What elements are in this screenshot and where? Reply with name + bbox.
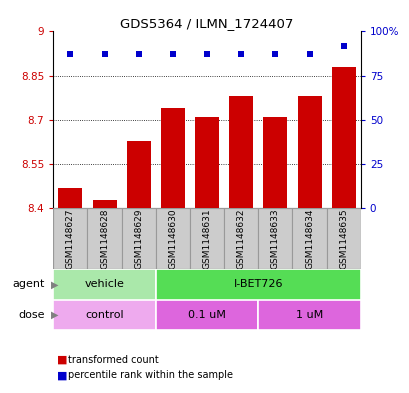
Bar <box>263 117 287 208</box>
FancyBboxPatch shape <box>224 208 258 269</box>
Point <box>272 51 278 58</box>
FancyBboxPatch shape <box>258 208 292 269</box>
Text: ■: ■ <box>57 354 68 365</box>
Bar <box>331 67 355 208</box>
Bar <box>229 96 253 208</box>
FancyBboxPatch shape <box>53 269 155 300</box>
Text: GSM1148633: GSM1148633 <box>270 209 279 269</box>
Bar <box>160 108 184 208</box>
Text: vehicle: vehicle <box>84 279 124 290</box>
Text: 0.1 uM: 0.1 uM <box>188 310 225 320</box>
FancyBboxPatch shape <box>292 208 326 269</box>
Text: GSM1148629: GSM1148629 <box>134 209 143 269</box>
Bar <box>195 117 218 208</box>
FancyBboxPatch shape <box>189 208 224 269</box>
FancyBboxPatch shape <box>155 208 189 269</box>
Title: GDS5364 / ILMN_1724407: GDS5364 / ILMN_1724407 <box>120 17 293 30</box>
Text: dose: dose <box>18 310 45 320</box>
Text: transformed count: transformed count <box>67 354 158 365</box>
FancyBboxPatch shape <box>53 208 87 269</box>
FancyBboxPatch shape <box>87 208 121 269</box>
Point <box>101 51 108 58</box>
Text: GSM1148627: GSM1148627 <box>66 209 75 269</box>
Text: GSM1148634: GSM1148634 <box>304 209 313 269</box>
Bar <box>58 188 82 208</box>
Point <box>339 42 346 49</box>
Text: GSM1148628: GSM1148628 <box>100 209 109 269</box>
FancyBboxPatch shape <box>258 300 360 330</box>
FancyBboxPatch shape <box>326 208 360 269</box>
Text: 1 uM: 1 uM <box>295 310 322 320</box>
Point <box>169 51 176 58</box>
Text: ■: ■ <box>57 370 68 380</box>
Point <box>237 51 244 58</box>
Text: control: control <box>85 310 124 320</box>
Text: GSM1148630: GSM1148630 <box>168 209 177 269</box>
FancyBboxPatch shape <box>121 208 155 269</box>
Bar <box>126 141 150 208</box>
Text: ▶: ▶ <box>51 310 58 320</box>
Text: GSM1148631: GSM1148631 <box>202 209 211 269</box>
Point <box>67 51 74 58</box>
Point <box>203 51 210 58</box>
FancyBboxPatch shape <box>155 300 258 330</box>
Text: GSM1148632: GSM1148632 <box>236 209 245 269</box>
Point <box>135 51 142 58</box>
Text: percentile rank within the sample: percentile rank within the sample <box>67 370 232 380</box>
Bar <box>92 200 116 208</box>
Text: I-BET726: I-BET726 <box>233 279 282 290</box>
Bar <box>297 96 321 208</box>
Text: GSM1148635: GSM1148635 <box>338 209 347 269</box>
FancyBboxPatch shape <box>53 300 155 330</box>
Point <box>306 51 312 58</box>
Text: ▶: ▶ <box>51 279 58 290</box>
Text: agent: agent <box>13 279 45 290</box>
FancyBboxPatch shape <box>155 269 360 300</box>
